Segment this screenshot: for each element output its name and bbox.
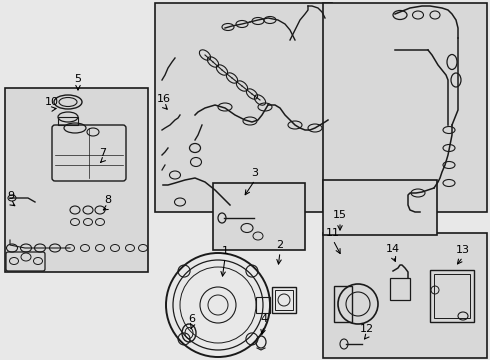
FancyBboxPatch shape xyxy=(155,3,332,212)
Bar xyxy=(430,270,474,322)
Text: 12: 12 xyxy=(360,324,374,334)
Text: 15: 15 xyxy=(333,210,347,220)
FancyBboxPatch shape xyxy=(323,3,487,212)
Bar xyxy=(390,278,410,300)
FancyBboxPatch shape xyxy=(213,183,305,250)
Text: 1: 1 xyxy=(221,246,228,256)
Text: 16: 16 xyxy=(157,94,171,104)
FancyBboxPatch shape xyxy=(323,233,487,358)
Text: 9: 9 xyxy=(7,191,15,201)
FancyBboxPatch shape xyxy=(5,88,148,272)
Text: 11: 11 xyxy=(326,228,340,238)
Bar xyxy=(275,290,293,310)
Text: 3: 3 xyxy=(251,168,259,178)
Bar xyxy=(272,287,296,313)
Text: 4: 4 xyxy=(261,314,268,324)
Bar xyxy=(434,274,470,318)
Text: 2: 2 xyxy=(276,240,284,250)
FancyBboxPatch shape xyxy=(323,180,437,235)
Text: 13: 13 xyxy=(456,245,470,255)
Text: 5: 5 xyxy=(74,74,81,84)
Bar xyxy=(334,286,352,322)
Bar xyxy=(256,297,270,313)
Text: 7: 7 xyxy=(99,148,106,158)
Bar xyxy=(58,117,78,125)
Text: 14: 14 xyxy=(386,244,400,254)
Text: 10: 10 xyxy=(45,97,59,107)
Text: 8: 8 xyxy=(104,195,112,205)
Text: 6: 6 xyxy=(189,314,196,324)
